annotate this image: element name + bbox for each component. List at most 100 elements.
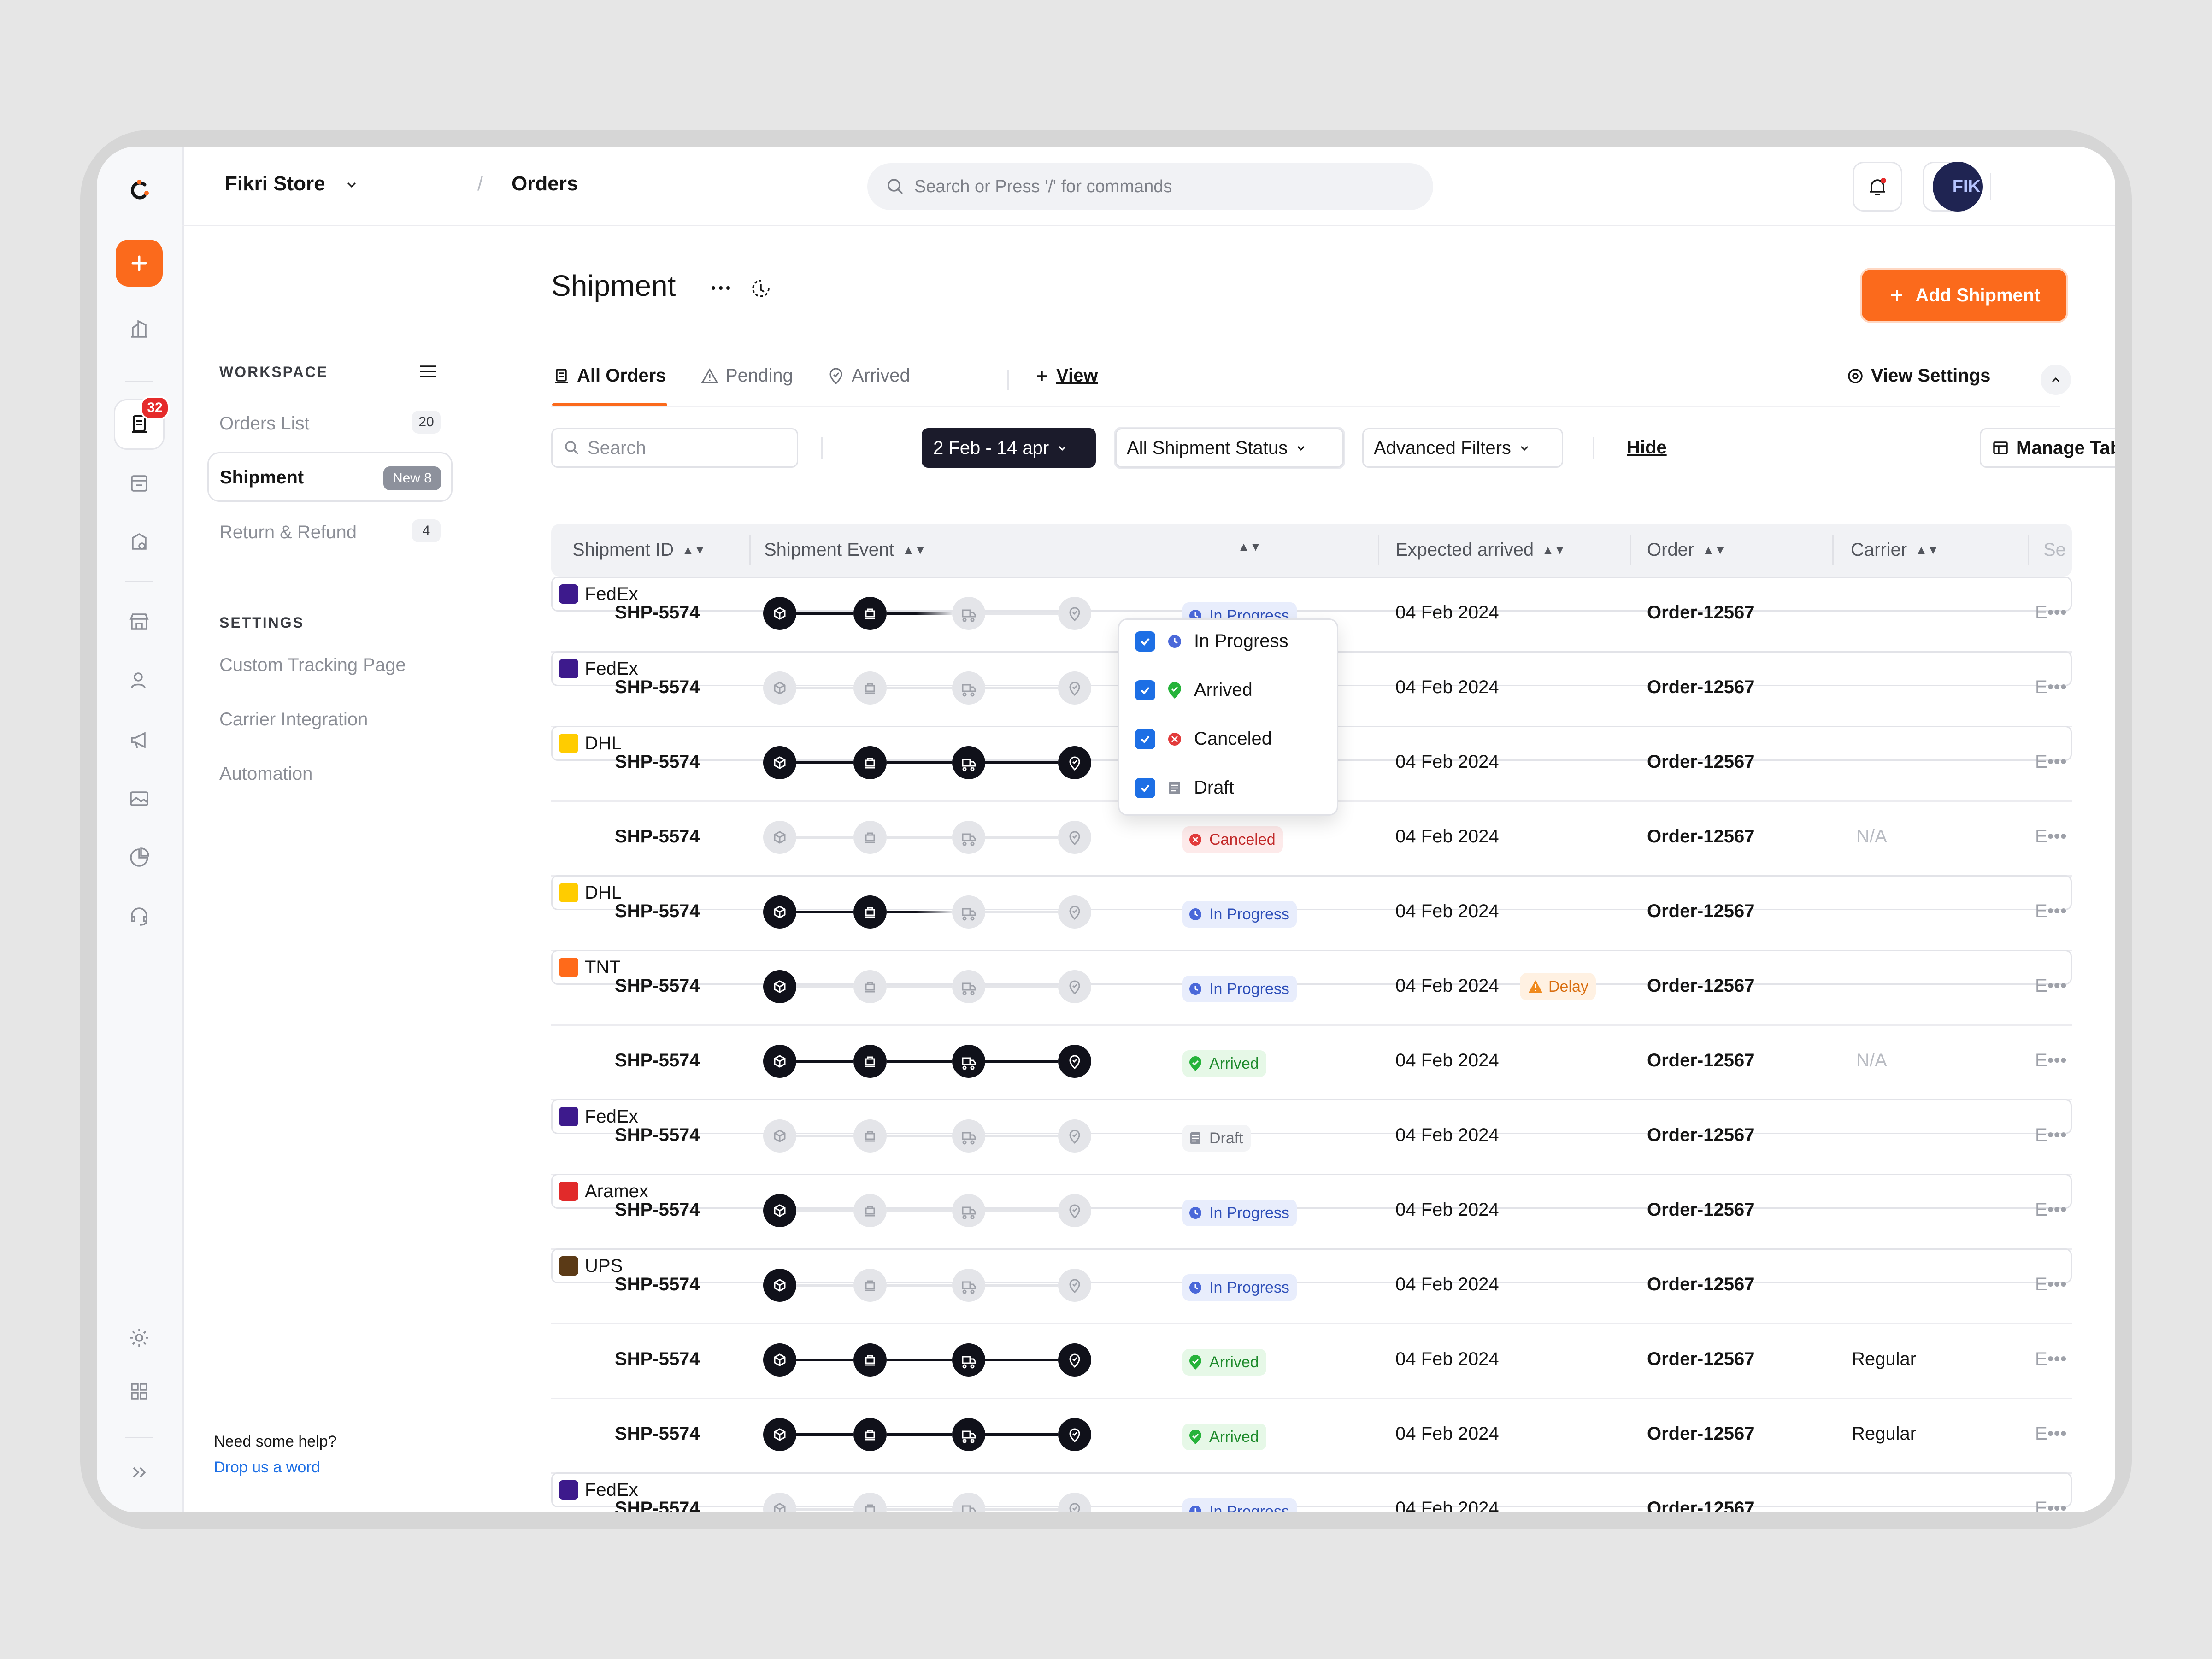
order-id[interactable]: Order-12567 <box>1647 677 1755 697</box>
shipment-id[interactable]: SHP-5574 <box>615 677 700 697</box>
table-row[interactable]: SHP-5574 In Progress 04 Feb 2024 Order-1256… <box>551 577 2072 653</box>
brand-logo-icon[interactable] <box>114 165 165 216</box>
row-more-options[interactable]: E••• <box>2035 1274 2067 1294</box>
row-more-options[interactable]: E••• <box>2035 1349 2067 1369</box>
order-id[interactable]: Order-12567 <box>1647 602 1755 623</box>
collapse-button[interactable] <box>2041 365 2071 395</box>
checkbox-checked[interactable] <box>1135 631 1155 652</box>
column-shipment-id[interactable]: Shipment ID ▲▼ <box>572 540 706 560</box>
tab-arrived[interactable]: Arrived <box>827 365 910 386</box>
checkbox-checked[interactable] <box>1135 777 1155 798</box>
status-option-in-progress[interactable]: In Progress <box>1135 631 1288 652</box>
order-id[interactable]: Order-12567 <box>1647 976 1755 996</box>
order-id[interactable]: Order-12567 <box>1647 901 1755 921</box>
column-shipment-event[interactable]: Shipment Event ▲▼ <box>764 540 926 560</box>
marketing-icon[interactable] <box>114 714 165 765</box>
shipment-id[interactable]: SHP-5574 <box>615 752 700 772</box>
shipment-status-dropdown[interactable]: All Shipment Status <box>1115 428 1344 468</box>
table-row[interactable]: SHP-5574 In Progress 04 Feb 2024 Order-1256… <box>551 1248 2072 1324</box>
shipment-id[interactable]: SHP-5574 <box>615 976 700 996</box>
status-option-canceled[interactable]: Canceled <box>1135 729 1272 749</box>
table-row[interactable]: SHP-5574 Arrived 04 Feb 2024 Order-12567 Reg… <box>551 1398 2072 1474</box>
more-options-icon[interactable] <box>708 279 734 297</box>
command-search-input[interactable]: Search or Press '/' for commands <box>867 163 1433 210</box>
store-icon[interactable] <box>114 596 165 647</box>
shipment-id[interactable]: SHP-5574 <box>615 1125 700 1145</box>
order-id[interactable]: Order-12567 <box>1647 752 1755 772</box>
table-row[interactable]: SHP-5574 Draft 04 Feb 2024 Order-12567 FedEx… <box>551 1099 2072 1175</box>
apps-grid-icon[interactable] <box>114 1366 165 1417</box>
shipment-id[interactable]: SHP-5574 <box>615 1200 700 1220</box>
sidebar-item-carrier-integration[interactable]: Carrier Integration <box>219 709 368 729</box>
shipment-id[interactable]: SHP-5574 <box>615 1424 700 1444</box>
dashboard-icon[interactable] <box>114 303 165 354</box>
status-option-arrived[interactable]: Arrived <box>1135 680 1253 700</box>
order-id[interactable]: Order-12567 <box>1647 1125 1755 1145</box>
expand-chevrons-icon[interactable] <box>114 1447 165 1498</box>
sidebar-item-automation[interactable]: Automation <box>219 764 313 784</box>
row-more-options[interactable]: E••• <box>2035 1498 2067 1512</box>
shipment-id[interactable]: SHP-5574 <box>615 826 700 847</box>
row-more-options[interactable]: E••• <box>2035 1125 2067 1145</box>
column-carrier[interactable]: Carrier ▲▼ <box>1851 540 1939 560</box>
shipment-id[interactable]: SHP-5574 <box>615 1349 700 1369</box>
help-link[interactable]: Drop us a word <box>214 1459 320 1476</box>
shipment-id[interactable]: SHP-5574 <box>615 901 700 921</box>
order-id[interactable]: Order-12567 <box>1647 1274 1755 1294</box>
view-settings-button[interactable]: View Settings <box>1846 365 1990 386</box>
column-status-sort[interactable]: ▲▼ <box>1238 540 1261 554</box>
shipment-id[interactable]: SHP-5574 <box>615 1274 700 1294</box>
add-view-button[interactable]: View <box>1034 365 1098 386</box>
shipment-id[interactable]: SHP-5574 <box>615 1498 700 1512</box>
order-id[interactable]: Order-12567 <box>1647 1424 1755 1444</box>
order-id[interactable]: Order-12567 <box>1647 1200 1755 1220</box>
table-row[interactable]: SHP-5574 Arrived 04 Feb 2024 Order-12567 Reg… <box>551 1323 2072 1399</box>
table-search-input[interactable]: Search <box>551 428 798 468</box>
carrier-badge[interactable]: UPS <box>551 1248 2072 1283</box>
checkbox-checked[interactable] <box>1135 680 1155 700</box>
manage-table-button[interactable]: Manage Table <box>1980 428 2115 468</box>
support-icon[interactable] <box>114 891 165 942</box>
order-id[interactable]: Order-12567 <box>1647 826 1755 847</box>
table-row[interactable]: SHP-5574 In Progress 04 Feb 2024 Order-1256… <box>551 875 2072 951</box>
sidebar-item-return-refund[interactable]: Return & Refund 4 <box>219 519 441 543</box>
date-range-button[interactable]: 2 Feb - 14 apr <box>922 428 1096 468</box>
media-icon[interactable] <box>114 773 165 824</box>
order-id[interactable]: Order-12567 <box>1647 1050 1755 1071</box>
row-more-options[interactable]: E••• <box>2035 1424 2067 1444</box>
sidebar-item-custom-tracking[interactable]: Custom Tracking Page <box>219 655 406 675</box>
carrier-badge[interactable]: DHL <box>551 875 2072 910</box>
advanced-filters-button[interactable]: Advanced Filters <box>1362 428 1563 468</box>
order-id[interactable]: Order-12567 <box>1647 1349 1755 1369</box>
table-row[interactable]: SHP-5574 In Progress 04 Feb 2024 Delay Order… <box>551 950 2072 1026</box>
row-more-options[interactable]: E••• <box>2035 1200 2067 1220</box>
row-more-options[interactable]: E••• <box>2035 826 2067 847</box>
carrier-badge[interactable]: Aramex <box>551 1174 2072 1209</box>
table-row[interactable]: SHP-5574 In Progress 04 Feb 2024 Order-1256… <box>551 1174 2072 1250</box>
row-more-options[interactable]: E••• <box>2035 752 2067 772</box>
notifications-button[interactable] <box>1853 162 1902 212</box>
column-expected-arrived[interactable]: Expected arrived ▲▼ <box>1395 540 1566 560</box>
row-more-options[interactable]: E••• <box>2035 1050 2067 1071</box>
customers-icon[interactable] <box>114 655 165 706</box>
avatar[interactable]: FIK <box>1933 162 1983 212</box>
create-plus-icon[interactable] <box>116 240 163 287</box>
row-more-options[interactable]: E••• <box>2035 677 2067 697</box>
sidebar-item-orders-list[interactable]: Orders List 20 <box>219 411 441 434</box>
sync-history-icon[interactable] <box>747 275 774 302</box>
shipment-id[interactable]: SHP-5574 <box>615 602 700 623</box>
inventory-icon[interactable] <box>114 458 165 509</box>
table-row[interactable]: SHP-5574 Arrived 04 Feb 2024 Order-12567 N/A… <box>551 1024 2072 1100</box>
carrier-badge[interactable]: TNT <box>551 950 2072 985</box>
order-id[interactable]: Order-12567 <box>1647 1498 1755 1512</box>
shipment-id[interactable]: SHP-5574 <box>615 1050 700 1071</box>
add-shipment-button[interactable]: Add Shipment <box>1862 270 2066 321</box>
checkbox-checked[interactable] <box>1135 729 1155 749</box>
tab-pending[interactable]: Pending <box>700 365 793 386</box>
menu-hamburger-icon[interactable] <box>417 360 440 383</box>
row-more-options[interactable]: E••• <box>2035 602 2067 623</box>
carrier-badge[interactable]: FedEx <box>551 1472 2072 1507</box>
column-service[interactable]: Se <box>2043 540 2066 560</box>
status-option-draft[interactable]: Draft <box>1135 777 1234 798</box>
products-icon[interactable] <box>114 517 165 568</box>
